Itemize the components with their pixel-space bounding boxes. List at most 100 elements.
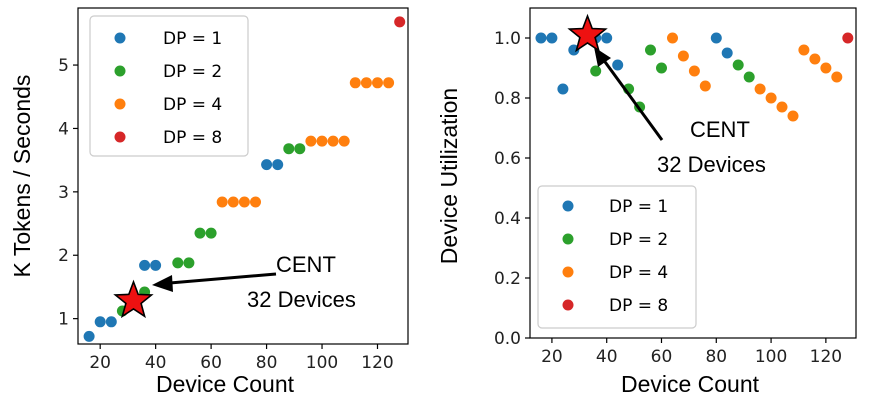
- left-point-dp1-4: [150, 259, 162, 271]
- left-legend-label-dp4: DP = 4: [163, 95, 222, 115]
- left-point-dp4-1: [227, 196, 239, 208]
- right-legend-label-dp2: DP = 2: [609, 230, 668, 250]
- right-x-tick-label-5: 120: [810, 347, 842, 367]
- right-y-tick-label-1: 0.2: [494, 269, 521, 289]
- right-y-axis-label: Device Utilization: [436, 88, 462, 264]
- left-point-dp4-4: [305, 135, 317, 147]
- right-annotation: CENT 32 Devices: [594, 47, 766, 177]
- right-y-tick-label-5: 1.0: [494, 29, 521, 49]
- right-annotation-line2: 32 Devices: [657, 152, 766, 177]
- left-chart: 20 40 60 80 100 120 1 2 3 4 5 DP = 1 DP = 2 DP = 4…: [9, 7, 409, 397]
- right-y-tick-label-3: 0.6: [494, 149, 521, 169]
- left-x-tick-label-3: 80: [256, 353, 278, 373]
- right-x-tick-label-3: 80: [705, 347, 727, 367]
- left-y-tick-label-0: 1: [58, 310, 69, 330]
- right-y-tick-label-4: 0.8: [494, 89, 521, 109]
- left-point-dp1-5: [261, 159, 273, 171]
- right-legend: DP = 1 DP = 2 DP = 4 DP = 8: [537, 185, 697, 329]
- right-point-dp4-3: [699, 80, 711, 92]
- right-x-tick-label-2: 60: [651, 347, 673, 367]
- left-point-dp2-7: [294, 143, 306, 155]
- left-x-tick-label-2: 60: [200, 353, 222, 373]
- right-legend-marker-dp4: [562, 266, 574, 278]
- right-plot-frame: [529, 7, 857, 339]
- left-point-dp1-2: [105, 316, 117, 328]
- left-legend-box: [89, 15, 249, 157]
- left-annotation-arrow: [157, 272, 277, 286]
- right-point-dp2-4: [656, 62, 667, 74]
- left-y-tick-label-2: 3: [58, 183, 69, 203]
- right-y-tick-label-0: 0.0: [494, 329, 521, 349]
- left-legend-label-dp8: DP = 8: [163, 128, 222, 148]
- right-ticks: 20 40 60 80 100 120 0.0 0.2 0.4 0.6 0.8 1.0: [494, 29, 842, 367]
- right-point-dp4-8: [798, 44, 810, 56]
- left-highlight-star: [113, 279, 154, 319]
- right-point-dp1-8: [721, 47, 733, 59]
- left-point-dp4-3: [250, 196, 261, 208]
- left-point-dp4-6: [327, 135, 339, 147]
- left-point-dp4-2: [238, 196, 250, 208]
- right-annotation-line1: CENT: [690, 117, 750, 142]
- right-annotation-arrow: [598, 54, 664, 141]
- right-legend-box: [537, 185, 697, 329]
- right-point-dp1-2: [557, 83, 569, 95]
- right-point-dp4-5: [765, 92, 777, 104]
- right-x-tick-label-1: 40: [596, 347, 618, 367]
- right-point-dp2-3: [645, 44, 656, 56]
- left-x-axis-label: Device Count: [156, 371, 295, 397]
- right-point-dp1-5: [601, 32, 613, 44]
- left-y-tick-label-1: 2: [58, 246, 69, 266]
- left-x-tick-label-4: 100: [306, 353, 338, 373]
- left-legend-marker-dp8: [114, 131, 126, 143]
- left-point-dp1-0: [83, 330, 95, 342]
- left-plot-frame: [77, 7, 409, 345]
- left-point-dp2-5: [205, 227, 217, 239]
- left-point-dp4-5: [316, 135, 328, 147]
- right-legend-marker-dp2: [562, 233, 574, 245]
- right-chart: 20 40 60 80 100 120 0.0 0.2 0.4 0.6 0.8 1.0 DP = 1 …: [436, 7, 857, 397]
- right-legend-label-dp4: DP = 4: [609, 263, 668, 283]
- right-point-dp4-1: [677, 50, 689, 62]
- left-legend: DP = 1 DP = 2 DP = 4 DP = 8: [89, 15, 249, 157]
- left-legend-marker-dp4: [114, 98, 126, 110]
- left-legend-marker-dp2: [114, 65, 126, 77]
- left-x-tick-label-1: 40: [145, 353, 167, 373]
- left-point-dp2-3: [183, 257, 195, 269]
- right-point-dp2-5: [732, 59, 744, 71]
- right-point-dp1-6: [612, 59, 624, 71]
- left-point-dp4-8: [349, 77, 361, 89]
- left-point-dp4-0: [216, 196, 228, 208]
- left-point-dp4-7: [338, 135, 350, 147]
- right-x-tick-label-4: 100: [755, 347, 787, 367]
- left-ticks: 20 40 60 80 100 120 1 2 3 4 5: [58, 56, 394, 373]
- left-legend-label-dp1: DP = 1: [163, 29, 222, 49]
- right-point-dp1-1: [546, 32, 558, 44]
- left-point-dp2-6: [283, 143, 295, 155]
- left-y-tick-label-4: 5: [58, 56, 69, 76]
- left-point-dp2-4: [194, 227, 206, 239]
- right-legend-label-dp1: DP = 1: [609, 197, 668, 217]
- left-legend-marker-dp1: [114, 32, 126, 44]
- right-point-dp4-2: [688, 65, 700, 77]
- left-point-dp4-10: [372, 77, 383, 89]
- left-y-axis-label: K Tokens / Seconds: [9, 75, 35, 278]
- left-point-dp4-11: [383, 77, 395, 89]
- left-y-tick-label-3: 4: [58, 119, 69, 139]
- right-point-dp4-6: [776, 101, 788, 113]
- left-point-dp1-6: [272, 159, 284, 171]
- right-point-dp1-0: [535, 32, 547, 44]
- left-point-dp2-2: [172, 257, 184, 269]
- right-point-dp4-11: [831, 71, 843, 83]
- right-highlight-star: [567, 13, 608, 53]
- right-point-dp1-7: [710, 32, 722, 44]
- left-point-dp1-1: [94, 316, 106, 328]
- right-legend-marker-dp1: [562, 200, 574, 212]
- right-annotation-arrowhead: [594, 47, 611, 67]
- right-point-dp4-9: [809, 53, 821, 65]
- right-point-dp4-0: [667, 32, 678, 44]
- left-annotation-line1: CENT: [276, 252, 336, 277]
- left-point-dp1-3: [139, 259, 151, 271]
- right-point-dp4-10: [820, 62, 832, 74]
- right-point-dp4-4: [754, 83, 766, 95]
